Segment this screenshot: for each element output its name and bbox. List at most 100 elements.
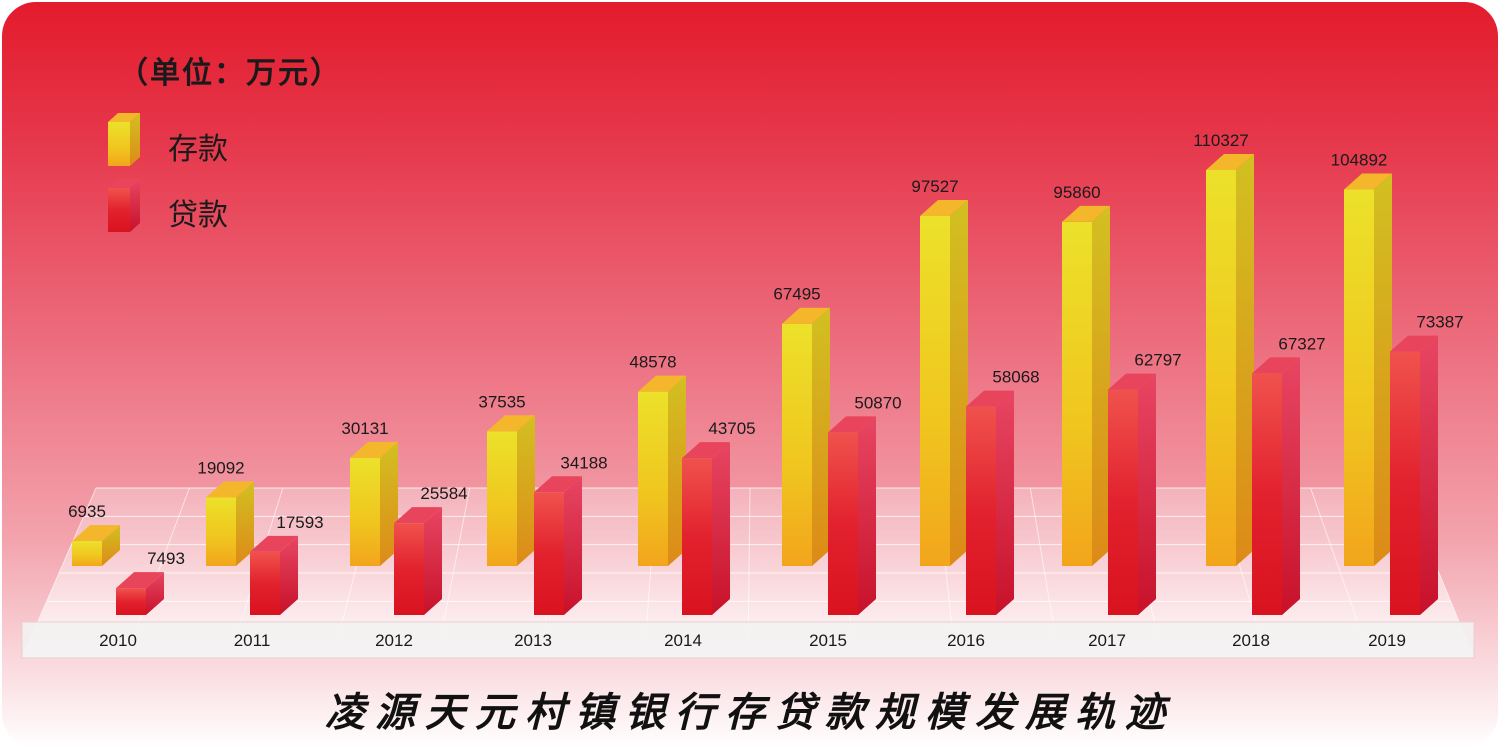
bar-deposit-2015-top: [782, 307, 830, 324]
bar-loan-2017-front: [1108, 389, 1138, 615]
bar-loan-2015-side: [858, 416, 876, 615]
bar-deposit-2013: 37535: [478, 392, 535, 566]
bar-loan-2012-side: [424, 507, 442, 615]
bar-deposit-2014-top: [638, 375, 686, 392]
bar-loan-2013-side: [564, 476, 582, 615]
bar-deposit-2019: 104892: [1331, 151, 1392, 567]
chart-title: 凌源天元村镇银行存贷款规模发展轨迹: [325, 689, 1175, 736]
bar-deposit-2010: 6935: [68, 502, 120, 566]
bar-deposit-2019-side: [1374, 173, 1392, 567]
bar-loan-2016-top: [966, 390, 1014, 407]
bar-loan-2016-front: [966, 406, 996, 615]
bar-loan-2016-side: [996, 390, 1014, 615]
bar-deposit-2013-top: [487, 415, 535, 432]
legend-swatch-loan-front: [108, 188, 130, 232]
x-tick-label-2017: 2017: [1088, 631, 1126, 650]
legend-swatch-deposit: [108, 113, 140, 166]
bar-loan-2011-top: [250, 535, 298, 552]
bar-deposit-2014: 48578: [629, 353, 686, 566]
x-axis-tick-labels: 2010 2011 2012 2013 2014 2015 2016 2017 2018 2019: [99, 631, 1406, 650]
bar-deposit-2018-front: [1206, 170, 1236, 566]
bar-loan-2015-value-label: 50870: [854, 393, 901, 412]
bar-loan-2011: 17593: [250, 513, 324, 615]
bar-loan-2012: 25584: [394, 484, 468, 615]
bars-group: 6935 7493 19092 17593 30131 25584 37535 34188 48…: [68, 131, 1464, 615]
bar-loan-2014-side: [712, 442, 730, 615]
bar-loan-2015: 50870: [828, 393, 902, 615]
bar-loan-2015-top: [828, 416, 876, 433]
bar-deposit-2011-top: [206, 481, 254, 498]
bar-loan-2010-front: [116, 588, 146, 615]
bar-loan-2019-side: [1420, 335, 1438, 615]
bar-deposit-2016-top: [920, 199, 968, 216]
bar-loan-2018-value-label: 67327: [1278, 334, 1325, 353]
bar-deposit-2011-side: [236, 481, 254, 566]
x-tick-label-2011: 2011: [234, 631, 271, 650]
unit-label: （单位：万元）: [118, 56, 342, 91]
bar-deposit-2014-front: [638, 391, 668, 566]
x-tick-label-2015: 2015: [809, 631, 847, 650]
bar-deposit-2013-front: [487, 431, 517, 566]
bar-loan-2014-front: [682, 458, 712, 615]
bar-loan-2018: 67327: [1252, 334, 1326, 615]
bar-deposit-2010-value-label: 6935: [68, 502, 106, 521]
bar-deposit-2010-side: [102, 525, 120, 566]
bar-loan-2011-front: [250, 551, 280, 615]
bar-loan-2017-side: [1138, 373, 1156, 615]
bar-deposit-2012-side: [380, 441, 398, 566]
bar-loan-2019-value-label: 73387: [1416, 313, 1463, 332]
bar-loan-2012-front: [394, 523, 424, 615]
bar-loan-2015-front: [828, 432, 858, 615]
bar-deposit-2015-value-label: 67495: [773, 285, 820, 304]
bar-deposit-2016-front: [920, 215, 950, 566]
legend-label-deposit: 存款: [168, 132, 228, 167]
legend-label-loan: 贷款: [168, 198, 228, 233]
bar-loan-2014-top: [682, 442, 730, 459]
bar-deposit-2013-side: [517, 415, 535, 566]
bar-deposit-2014-side: [668, 375, 686, 566]
bar-deposit-2010-top: [72, 525, 120, 542]
bar-deposit-2012-front: [350, 457, 380, 566]
bar-deposit-2017-value-label: 95860: [1053, 183, 1100, 202]
bar-loan-2012-top: [394, 507, 442, 524]
bar-loan-2017: 62797: [1108, 351, 1182, 615]
bar-deposit-2017: 95860: [1053, 183, 1110, 567]
bar-deposit-2015-side: [812, 307, 830, 566]
x-tick-label-2013: 2013: [514, 631, 552, 650]
bar-deposit-2018-side: [1236, 154, 1254, 566]
legend-swatch-loan-side: [130, 179, 140, 232]
x-axis-band: [21, 621, 1475, 659]
bar-deposit-2019-front: [1344, 189, 1374, 567]
x-tick-label-2018: 2018: [1232, 631, 1270, 650]
bar-deposit-2019-value-label: 104892: [1331, 151, 1388, 170]
bar-loan-2018-top: [1252, 357, 1300, 374]
bar-loan-2012-value-label: 25584: [420, 484, 467, 503]
bar-deposit-2015-front: [782, 323, 812, 566]
bar-deposit-2019-top: [1344, 173, 1392, 190]
bar-loan-2017-value-label: 62797: [1134, 351, 1181, 370]
x-tick-label-2010: 2010: [99, 631, 137, 650]
bar-loan-2010: 7493: [116, 549, 185, 615]
bar-deposit-2018: 110327: [1193, 131, 1254, 566]
bar-loan-2014-value-label: 43705: [708, 419, 755, 438]
bar-loan-2016-value-label: 58068: [992, 368, 1039, 387]
x-tick-label-2012: 2012: [375, 631, 413, 650]
bar-loan-2019: 73387: [1390, 313, 1464, 615]
bar-loan-2013-value-label: 34188: [560, 453, 607, 472]
bar-deposit-2011-value-label: 19092: [197, 458, 244, 477]
bar-loan-2013-top: [534, 476, 582, 493]
legend: [108, 113, 140, 232]
bar-loan-2011-side: [280, 535, 298, 615]
bar-deposit-2014-value-label: 48578: [629, 353, 676, 372]
bar-deposit-2012-top: [350, 441, 398, 458]
bar-loan-2010-value-label: 7493: [147, 549, 185, 568]
bar-deposit-2011: 19092: [197, 458, 254, 566]
x-tick-label-2019: 2019: [1368, 631, 1406, 650]
legend-swatch-loan-top: [108, 179, 140, 188]
bar-loan-2013: 34188: [534, 453, 608, 615]
bar-deposit-2016-value-label: 97527: [911, 177, 958, 196]
bar-loan-2018-side: [1282, 357, 1300, 615]
x-tick-label-2016: 2016: [947, 631, 985, 650]
